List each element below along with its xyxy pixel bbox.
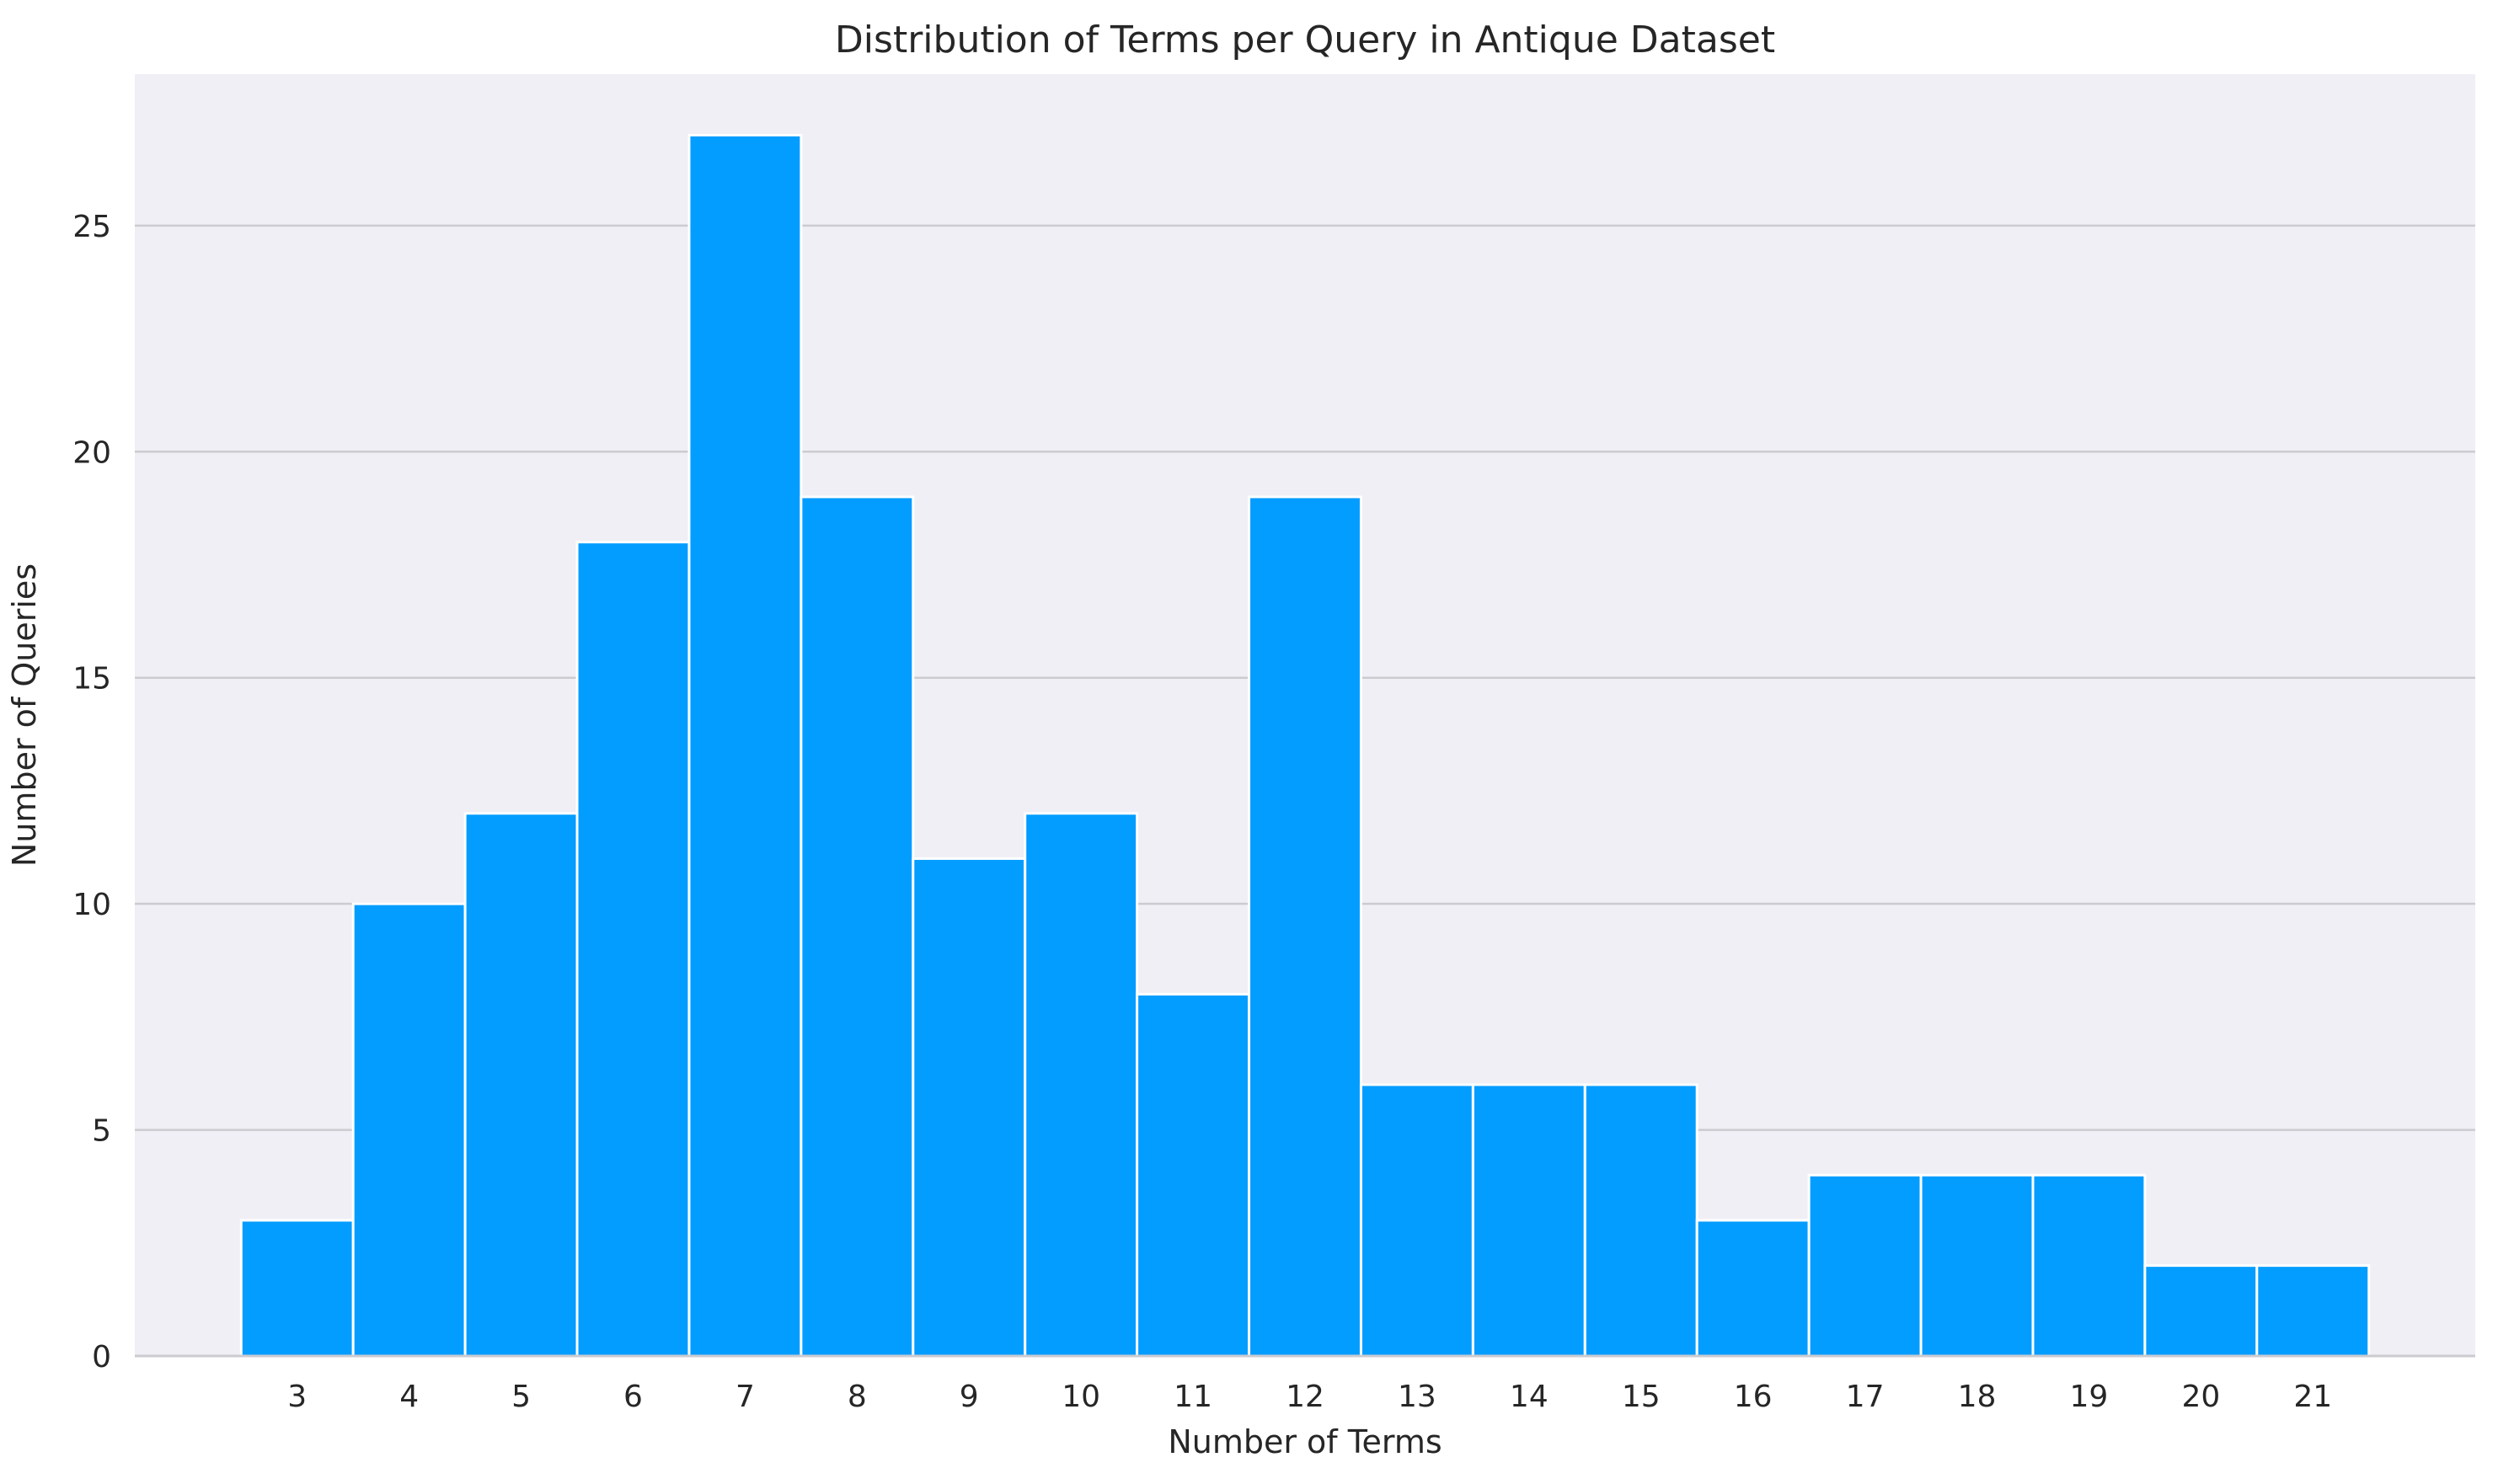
bars (239, 133, 2371, 1358)
bar-8 (800, 495, 915, 1358)
y-tick-label-5: 5 (92, 1114, 111, 1149)
x-tick-label-7: 7 (735, 1380, 755, 1414)
x-tick-label-16: 16 (1734, 1380, 1773, 1414)
x-tick-label-21: 21 (2293, 1380, 2332, 1414)
bar-7 (687, 133, 803, 1358)
bar-10 (1024, 812, 1139, 1358)
x-tick-label-9: 9 (960, 1380, 979, 1414)
x-tick-label-13: 13 (1398, 1380, 1436, 1414)
bar-9 (912, 857, 1027, 1358)
bar-5 (463, 812, 579, 1358)
bar-11 (1136, 993, 1251, 1358)
bar-13 (1359, 1083, 1474, 1358)
x-axis-label: Number of Terms (1168, 1423, 1442, 1460)
chart-title: Distribution of Terms per Query in Antiq… (835, 19, 1775, 61)
x-tick-label-11: 11 (1174, 1380, 1212, 1414)
x-tick-label-20: 20 (2181, 1380, 2220, 1414)
x-tick-label-19: 19 (2070, 1380, 2109, 1414)
bar-20 (2143, 1264, 2259, 1358)
bar-21 (2255, 1264, 2371, 1358)
x-tick-label-3: 3 (287, 1380, 307, 1414)
y-axis-label: Number of Queries (6, 563, 43, 867)
y-tick-label-0: 0 (92, 1340, 111, 1375)
bar-3 (239, 1219, 355, 1358)
bar-16 (1695, 1219, 1811, 1358)
x-tick-labels: 3 4 5 6 7 8 9 10 11 12 13 14 15 16 17 18 19 20 21 (287, 1380, 2332, 1414)
bar-15 (1583, 1083, 1698, 1358)
bar-17 (1807, 1173, 1923, 1358)
y-tick-label-10: 10 (72, 888, 111, 922)
y-tick-label-25: 25 (72, 210, 111, 244)
bar-18 (1919, 1173, 2035, 1358)
x-tick-label-6: 6 (623, 1380, 643, 1414)
bar-12 (1248, 495, 1362, 1358)
x-tick-label-5: 5 (511, 1380, 531, 1414)
bar-14 (1471, 1083, 1586, 1358)
x-tick-label-18: 18 (1958, 1380, 1997, 1414)
x-tick-label-17: 17 (1846, 1380, 1885, 1414)
y-tick-label-20: 20 (72, 435, 111, 470)
bar-4 (351, 902, 467, 1358)
x-tick-label-10: 10 (1062, 1380, 1100, 1414)
x-tick-label-4: 4 (399, 1380, 419, 1414)
x-tick-label-14: 14 (1510, 1380, 1549, 1414)
x-tick-label-15: 15 (1622, 1380, 1661, 1414)
bar-19 (2031, 1173, 2147, 1358)
y-tick-labels: 0 5 10 15 20 25 (72, 210, 111, 1375)
bar-6 (575, 541, 691, 1358)
x-tick-label-8: 8 (848, 1380, 867, 1414)
x-tick-label-12: 12 (1286, 1380, 1324, 1414)
y-tick-label-15: 15 (72, 662, 111, 697)
